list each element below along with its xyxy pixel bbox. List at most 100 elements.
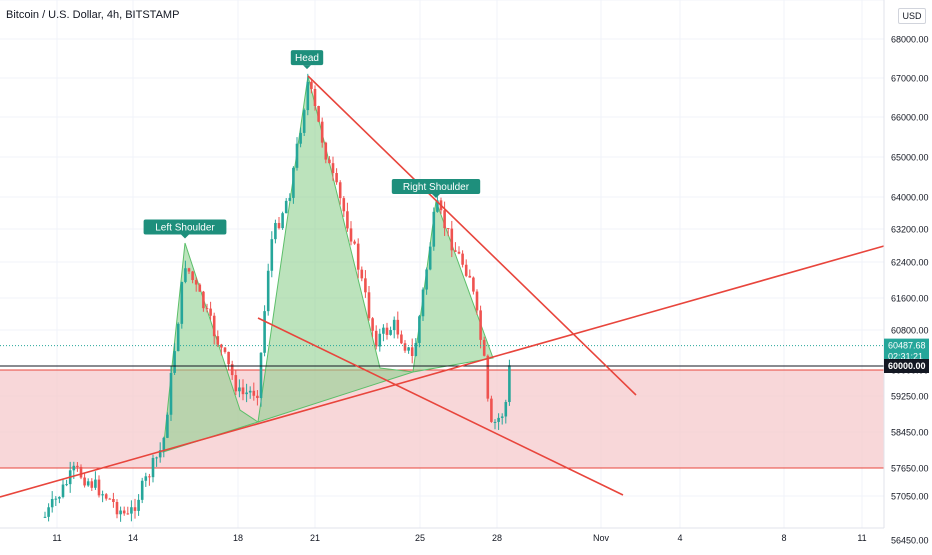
candle: [43, 511, 47, 519]
trendlines: [0, 75, 885, 498]
candle: [198, 283, 202, 292]
candle: [220, 343, 223, 356]
candle: [338, 180, 342, 205]
candle: [230, 360, 234, 380]
candle: [101, 490, 104, 503]
candle: [421, 287, 425, 321]
candle: [331, 156, 335, 181]
candle: [180, 281, 184, 329]
x-tick-label: 18: [233, 533, 243, 543]
candle: [274, 219, 277, 244]
descending-resistance: [307, 75, 637, 396]
y-tick-label: 63200.00: [891, 225, 929, 235]
candle: [155, 456, 158, 467]
candle: [277, 217, 281, 230]
candle: [94, 471, 97, 490]
y-tick-label: 62400.00: [891, 258, 929, 268]
x-tick-label: 25: [415, 533, 425, 543]
candle: [504, 399, 508, 424]
candle: [263, 305, 266, 357]
chart-title: Bitcoin / U.S. Dollar, 4h, BITSTAMP: [6, 9, 180, 21]
candle: [281, 211, 284, 230]
x-tick-label: 11: [52, 533, 61, 543]
candle: [76, 462, 79, 472]
candle: [104, 493, 108, 501]
candle: [490, 395, 493, 423]
candle: [288, 193, 292, 202]
candle: [284, 198, 288, 214]
candle: [216, 330, 220, 347]
x-tick-label: 11: [857, 533, 866, 543]
candle: [140, 477, 144, 504]
candle: [353, 239, 356, 245]
candle: [493, 419, 497, 430]
candle: [382, 324, 385, 342]
candle: [61, 478, 65, 499]
candle: [187, 267, 191, 275]
x-tick-label: 21: [310, 533, 320, 543]
pattern-label: Left Shoulder: [143, 219, 227, 239]
candle: [425, 267, 428, 295]
candle: [428, 242, 432, 271]
candle: [191, 270, 194, 284]
level-price-tag: 60000.00: [884, 359, 929, 373]
pattern-label-text: Head: [295, 53, 319, 64]
y-tick-label: 57650.00: [891, 464, 929, 474]
y-tick-label: 59250.00: [891, 392, 929, 402]
x-tick-label: 28: [492, 533, 502, 543]
candle: [212, 312, 216, 345]
candle: [209, 301, 212, 320]
x-tick-label: Nov: [593, 533, 610, 543]
candle: [241, 379, 245, 401]
x-tick-label: 14: [128, 533, 138, 543]
candle: [464, 259, 468, 278]
candle: [497, 413, 500, 430]
candle: [389, 326, 392, 336]
candle: [302, 108, 306, 137]
candle: [256, 390, 259, 406]
y-tick-label: 57050.00: [891, 492, 929, 502]
candle: [115, 499, 119, 519]
candle: [346, 202, 349, 232]
pattern-labels: Left Shoulder Head Right Shoulder: [143, 50, 481, 239]
candle: [374, 325, 378, 350]
x-tick-label: 8: [781, 533, 786, 543]
candle: [234, 370, 238, 396]
candle: [266, 263, 270, 316]
candle: [259, 352, 263, 407]
candle: [176, 322, 180, 352]
candle: [407, 346, 410, 354]
y-tick-label: 64000.00: [891, 193, 929, 203]
candle: [328, 156, 331, 164]
candle: [461, 250, 464, 268]
currency-badge[interactable]: USD: [898, 8, 926, 24]
candle: [227, 351, 230, 370]
candle: [292, 166, 295, 204]
candle: [446, 228, 450, 237]
candle: [47, 503, 50, 522]
candle: [306, 73, 310, 116]
candle: [364, 270, 367, 298]
candle: [83, 473, 86, 488]
x-tick-label: 4: [677, 533, 682, 543]
candle: [482, 336, 486, 357]
pattern-label: Right Shoulder: [391, 179, 481, 198]
candle: [126, 506, 130, 515]
current-price-text: 60487.68: [888, 341, 926, 351]
candle: [414, 338, 418, 357]
candle: [295, 137, 299, 171]
candle: [50, 491, 54, 513]
neckline-trendline: [0, 245, 885, 498]
candle: [194, 277, 198, 292]
candle: [378, 328, 382, 352]
candle: [468, 269, 472, 278]
candle: [169, 366, 173, 422]
candle: [349, 221, 353, 246]
candle: [310, 80, 313, 94]
candle: [238, 379, 241, 398]
y-tick-label: 60800.00: [891, 326, 929, 336]
candle: [403, 340, 407, 353]
